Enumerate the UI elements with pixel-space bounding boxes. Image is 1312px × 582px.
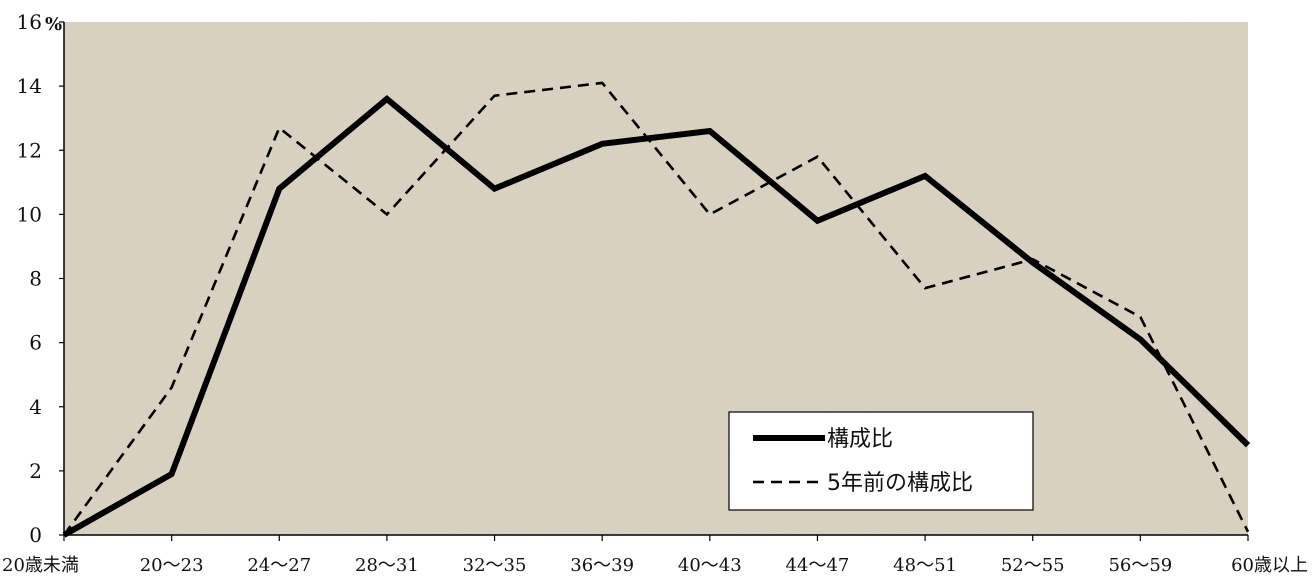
y-tick-label: 6	[29, 331, 42, 355]
y-tick-label: 8	[29, 267, 42, 291]
legend: 構成比 5年前の構成比	[728, 411, 1034, 511]
x-tick-label: 36～39	[570, 555, 634, 576]
y-tick-label: 12	[17, 138, 42, 162]
y-axis: 0 2 4 6 8 10 12 14 16%	[17, 10, 65, 547]
series-line-current	[62, 94, 1251, 538]
x-tick-label: 28～31	[355, 555, 419, 576]
x-tick-label: 24～27	[247, 555, 311, 576]
x-tick-label: 20歳未満	[2, 555, 79, 576]
x-tick-label: 32～35	[463, 555, 527, 576]
x-tick-label: 48～51	[893, 555, 957, 576]
y-axis-unit-label: %	[45, 14, 62, 35]
y-tick-label: 2	[29, 459, 42, 483]
y-tick-label: 14	[17, 74, 42, 98]
x-tick-label: 52～55	[1001, 555, 1065, 576]
legend-label: 5年前の構成比	[827, 471, 973, 496]
x-tick-label: 60歳以上	[1231, 555, 1308, 576]
y-tick-label: 16	[17, 10, 42, 34]
x-tick-label: 56～59	[1108, 555, 1172, 576]
y-tick-label: 10	[17, 202, 42, 226]
x-axis: 20歳未満 20～23 24～27 28～31 32～35 36～39 40～43 44～47…	[2, 534, 1308, 576]
series-lines	[62, 81, 1251, 538]
legend-box	[728, 411, 1034, 511]
legend-label: 構成比	[827, 427, 893, 452]
x-tick-label: 20～23	[140, 555, 204, 576]
y-tick-label: 4	[29, 395, 42, 419]
x-tick-label: 44～47	[786, 555, 850, 576]
series-line-five-years-ago	[62, 81, 1250, 536]
y-tick-label: 0	[29, 523, 42, 547]
x-tick-label: 40～43	[678, 555, 742, 576]
